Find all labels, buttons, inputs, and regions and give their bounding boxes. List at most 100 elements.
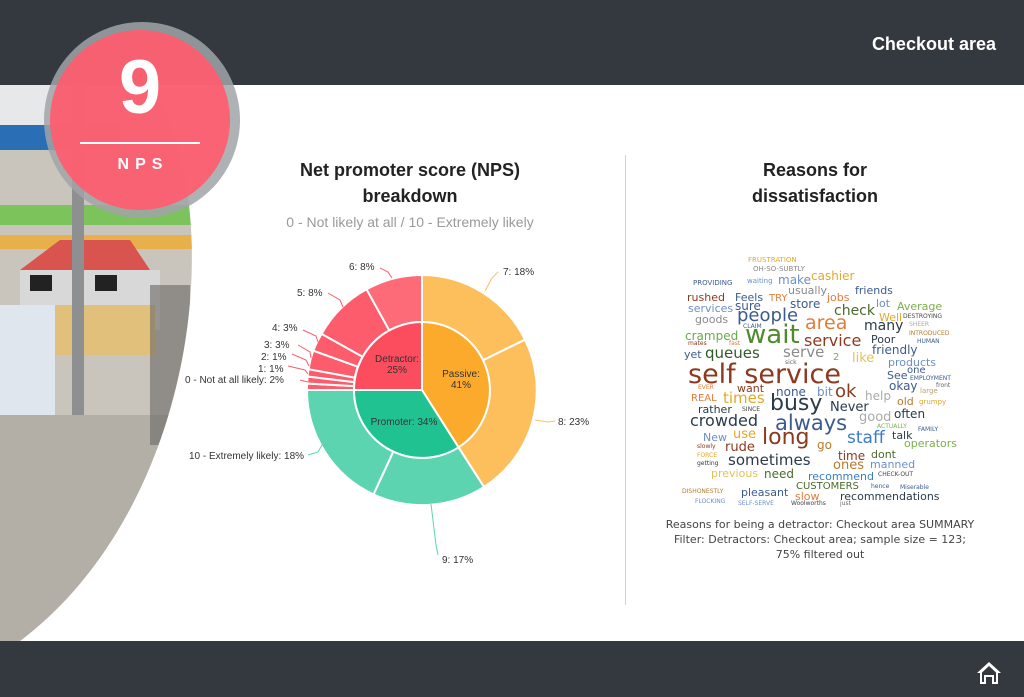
cloud-word: sure (735, 299, 761, 313)
label-detractor-pct: 25% (387, 365, 407, 376)
cloud-word: want (737, 382, 765, 395)
cloud-word: INTRODUCED (909, 330, 950, 337)
cloud-word: cashier (811, 269, 855, 283)
cloud-word: service (804, 331, 862, 350)
cloud-word: staff (847, 428, 885, 448)
cloud-word: friendly (872, 343, 918, 357)
page-title: Checkout area (871, 34, 996, 54)
cloud-word: DESTROYING (903, 313, 943, 320)
nps-score-value: 9 (118, 45, 162, 130)
cloud-word: grumpy (919, 398, 947, 406)
cloud-word: good (859, 410, 892, 425)
label-score-1: 1: 1% (258, 364, 284, 375)
caption-summary: Reasons for being a detractor: Checkout … (665, 518, 975, 531)
label-score-10: 10 - Extremely likely: 18% (189, 451, 304, 462)
cloud-word: FRUSTRATION (748, 256, 797, 264)
cloud-word: front (936, 382, 951, 389)
label-promoter: Promoter: 34% (371, 417, 438, 428)
cloud-word: self service (688, 359, 841, 390)
label-score-0: 0 - Not at all likely: 2% (185, 375, 284, 386)
label-detractor: Detractor: (375, 354, 419, 365)
home-icon (977, 662, 1001, 684)
cloud-word: 2 (833, 352, 840, 363)
cloud-word: Woolworths (791, 500, 826, 507)
cloud-word: FLOCKING (695, 498, 726, 505)
cloud-word: EMPLOYMENT (910, 375, 951, 382)
cloud-word: people (737, 305, 799, 326)
cloud-word: getting (697, 460, 719, 467)
section-divider (625, 155, 626, 605)
label-passive: Passive: (442, 369, 480, 380)
cloud-word: dont (871, 448, 896, 461)
cloud-word: TRY (769, 293, 788, 304)
wordcloud-caption: Reasons for being a detractor: Checkout … (665, 517, 975, 562)
cloud-word: lot (876, 297, 891, 310)
cloud-word: times (723, 389, 765, 407)
cloud-word: time (838, 449, 866, 463)
label-passive-pct: 41% (451, 380, 471, 391)
label-score-9: 9: 17% (442, 555, 473, 566)
cloud-word: manned (870, 458, 916, 471)
cloud-word: SHEER (909, 321, 930, 328)
label-score-8: 8: 23% (558, 417, 589, 428)
cloud-word: pleasant (741, 486, 789, 499)
cloud-word: PROVIDING (693, 279, 733, 287)
cloud-word: bit (817, 385, 833, 399)
cloud-word: See (887, 369, 908, 382)
cloud-word: cramped (685, 329, 739, 343)
cloud-word: recommend (808, 470, 874, 483)
cloud-word: FAMILY (918, 426, 939, 433)
cloud-word: ones (833, 458, 864, 473)
cloud-word: store (790, 297, 821, 311)
cloud-word: need (764, 467, 794, 481)
caption-filter: Filter: Detractors: Checkout area; sampl… (673, 533, 967, 561)
nps-label: NPS (117, 156, 169, 173)
cloud-word: DISHONESTLY (682, 488, 724, 495)
nps-chart-title: Net promoter score (NPS) breakdown (299, 160, 521, 206)
cloud-word: Feels (735, 291, 764, 304)
cloud-word: make (778, 273, 811, 287)
cloud-word: go (817, 438, 832, 452)
cloud-word: recommendations (840, 490, 940, 503)
cloud-word: one (907, 365, 926, 376)
cloud-word: slowly (697, 443, 716, 450)
cloud-word: area (805, 312, 848, 334)
cloud-word: FORCE (697, 452, 718, 459)
label-score-5: 5: 8% (297, 288, 323, 299)
cloud-word: sick (785, 359, 797, 366)
cloud-word: SINCE (742, 406, 761, 413)
cloud-word: ACTUALLY (877, 423, 907, 430)
nps-chart-subtitle: 0 - Not likely at all / 10 - Extremely l… (286, 214, 534, 230)
cloud-word: CHECK-OUT (878, 471, 914, 478)
home-button[interactable] (976, 661, 1002, 685)
cloud-word: HUMAN (917, 338, 940, 345)
cloud-word: old (897, 395, 914, 408)
nps-badge: 9 NPS (50, 30, 230, 210)
cloud-word: Poor (871, 333, 896, 346)
nps-divider (80, 142, 200, 144)
cloud-word: usually (788, 284, 828, 297)
cloud-word: CUSTOMERS (796, 481, 859, 492)
bottom-bar (0, 641, 1024, 697)
cloud-word: previous (711, 467, 759, 480)
cloud-word: many (864, 318, 904, 334)
word-cloud: FRUSTRATION OH-SO-SUBTLY PROVIDING waiting m… (675, 250, 975, 515)
cloud-word: OH-SO-SUBTLY (753, 265, 805, 273)
inner-detractor (352, 320, 423, 391)
cloud-word: queues (705, 344, 760, 362)
cloud-word: large (920, 387, 938, 395)
cloud-word: yet (684, 348, 702, 361)
cloud-word: talk (892, 429, 913, 442)
cloud-word: Average (897, 300, 943, 313)
cloud-word: okay (889, 379, 918, 393)
label-score-7: 7: 18% (503, 267, 534, 278)
cloud-word: services (688, 302, 734, 315)
cloud-word: SELF-SERVE (738, 500, 774, 507)
cloud-word: products (888, 356, 937, 369)
cloud-word: like (852, 351, 875, 366)
cloud-word: just (840, 500, 851, 507)
label-score-3: 3: 3% (264, 340, 290, 351)
cloud-word: ok (835, 381, 857, 402)
cloud-word: rushed (687, 291, 725, 304)
cloud-word: long (762, 425, 810, 450)
